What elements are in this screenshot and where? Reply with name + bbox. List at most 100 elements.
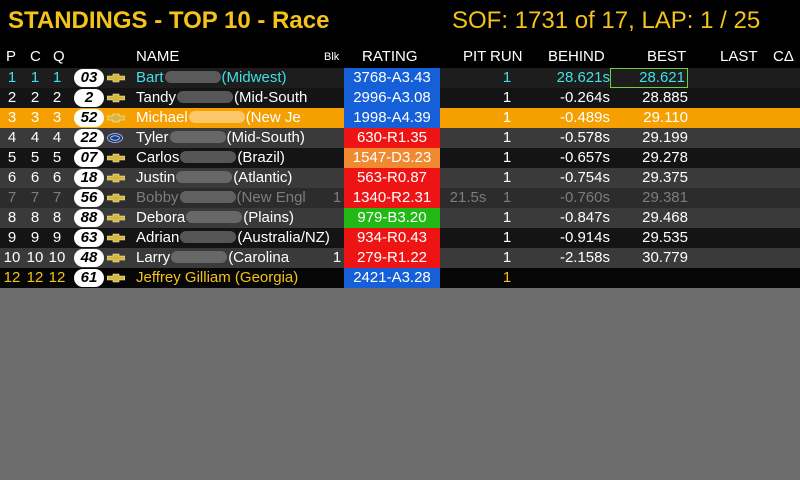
driver-region: (Carolina (228, 249, 290, 266)
best-lap-cell: 29.199 (642, 129, 688, 146)
qualify-position-cell: 7 (52, 189, 62, 206)
car-number-badge: 22 (74, 129, 104, 147)
car-number-badge: 07 (74, 149, 104, 167)
behind-cell: -0.847s (559, 209, 610, 226)
position-cell: 1 (7, 69, 17, 86)
table-row[interactable]: 6 6 6 18 Justin (Atlantic) 563-R0.87 1 -0.754s 29… (0, 168, 800, 188)
driver-first-name: Bart (136, 69, 164, 86)
class-delta-cell (764, 208, 800, 228)
run-cell: 1 (502, 249, 512, 266)
chevy-icon (107, 208, 129, 228)
rating-badge: 1340-R2.31 (344, 188, 440, 208)
chevy-icon (107, 168, 129, 188)
behind-cell: -2.158s (559, 249, 610, 266)
table-row[interactable]: 10 10 10 48 Larry (Carolina 1 279-R1.22 1 -2.158s… (0, 248, 800, 268)
driver-first-name: Bobby (136, 189, 179, 206)
class-position-cell: 10 (26, 249, 44, 266)
best-lap-cell: 29.278 (642, 149, 688, 166)
qualify-position-cell: 5 (52, 149, 62, 166)
table-row[interactable]: 1 1 1 03 Bart (Midwest) 3768-A3.43 1 28.621s 28.6… (0, 68, 800, 88)
table-row[interactable]: 12 12 12 61 Jeffrey Gilliam (Georgia) 2421-A3… (0, 268, 800, 288)
run-cell: 1 (502, 89, 512, 106)
table-row[interactable]: 7 7 7 56 Bobby (New Engl 1 1340-R2.31 21.5s 1 -0.7… (0, 188, 800, 208)
qualify-position-cell: 3 (52, 109, 62, 126)
last-lap-cell (692, 188, 762, 208)
chevy-icon (107, 88, 129, 108)
behind-cell: -0.578s (559, 129, 610, 146)
session-info: SOF: 1731 of 17, LAP: 1 / 25 (452, 7, 761, 34)
rating-badge: 1998-A4.39 (344, 108, 440, 128)
driver-region: (Mid-South (234, 89, 308, 106)
qualify-position-cell: 6 (52, 169, 62, 186)
class-position-cell: 1 (30, 69, 40, 86)
car-number-badge: 63 (74, 229, 104, 247)
pit-time-cell (445, 88, 491, 108)
header-bar: STANDINGS - TOP 10 - Race SOF: 1731 of 1… (0, 0, 800, 46)
pit-time-cell (445, 208, 491, 228)
redacted-surname (169, 131, 226, 143)
driver-name-cell: Carlos (Brazil) (136, 148, 336, 168)
last-lap-cell (692, 68, 762, 88)
driver-name-cell: Tandy (Mid-South (136, 88, 336, 108)
table-row[interactable]: 3 3 3 52 Michael (New Je 1998-A4.39 1 -0.489s 29.… (0, 108, 800, 128)
col-position: P (6, 48, 17, 65)
driver-name-cell: Michael (New Je (136, 108, 336, 128)
behind-cell: -0.760s (559, 189, 610, 206)
pit-time-cell (445, 128, 491, 148)
class-delta-cell (764, 148, 800, 168)
table-row[interactable]: 9 9 9 63 Adrian (Australia/NZ) 934-R0.43 1 -0.91… (0, 228, 800, 248)
chevy-icon (107, 68, 129, 88)
last-lap-cell (692, 128, 762, 148)
best-lap-cell: 29.375 (642, 169, 688, 186)
driver-region: (New Engl (236, 189, 306, 206)
last-lap-cell (692, 228, 762, 248)
driver-region: (Brazil) (237, 149, 285, 166)
rating-badge: 934-R0.43 (344, 228, 440, 248)
best-lap-cell: 29.381 (642, 189, 688, 206)
last-lap-cell (692, 168, 762, 188)
position-cell: 2 (7, 89, 17, 106)
class-position-cell: 12 (26, 269, 44, 286)
driver-name-cell: Jeffrey Gilliam (Georgia) (136, 268, 336, 288)
table-row[interactable]: 2 2 2 2 Tandy (Mid-South 2996-A3.08 1 -0.264s 28.… (0, 88, 800, 108)
position-cell: 9 (7, 229, 17, 246)
chevy-icon (107, 108, 129, 128)
chevy-icon (107, 188, 129, 208)
class-position-cell: 8 (30, 209, 40, 226)
chevy-icon (107, 268, 129, 288)
driver-name-cell: Bobby (New Engl (136, 188, 336, 208)
car-number-badge: 88 (74, 209, 104, 227)
last-lap-cell (692, 268, 762, 288)
table-row[interactable]: 4 4 4 22 Tyler (Mid-South) 630-R1.35 1 -0.578s 29… (0, 128, 800, 148)
col-blk: Blk (324, 51, 340, 63)
driver-name-cell: Debora (Plains) (136, 208, 336, 228)
behind-cell: -0.657s (559, 149, 610, 166)
run-cell: 1 (502, 229, 512, 246)
position-cell: 12 (3, 269, 21, 286)
best-lap-cell: 28.621 (610, 68, 688, 88)
pit-time-cell (445, 148, 491, 168)
position-cell: 10 (3, 249, 21, 266)
class-position-cell: 7 (30, 189, 40, 206)
best-lap-cell: 28.885 (642, 89, 688, 106)
driver-name: Jeffrey Gilliam (Georgia) (136, 269, 299, 286)
qualify-position-cell: 8 (52, 209, 62, 226)
driver-first-name: Carlos (136, 149, 180, 166)
class-position-cell: 4 (30, 129, 40, 146)
car-number-badge: 2 (74, 89, 104, 107)
class-delta-cell (764, 108, 800, 128)
driver-name-cell: Tyler (Mid-South) (136, 128, 336, 148)
class-position-cell: 9 (30, 229, 40, 246)
rating-badge: 1547-D3.23 (344, 148, 440, 168)
pit-time-cell (445, 108, 491, 128)
table-row[interactable]: 5 5 5 07 Carlos (Brazil) 1547-D3.23 1 -0.657s 29.… (0, 148, 800, 168)
car-number-badge: 48 (74, 249, 104, 267)
redacted-surname (176, 171, 233, 183)
best-lap-cell: 30.779 (642, 249, 688, 266)
table-row[interactable]: 8 8 8 88 Debora (Plains) 979-B3.20 1 -0.847s 29.4… (0, 208, 800, 228)
chevy-icon (107, 148, 129, 168)
rating-badge: 3768-A3.43 (344, 68, 440, 88)
rating-badge: 630-R1.35 (344, 128, 440, 148)
class-position-cell: 6 (30, 169, 40, 186)
qualify-position-cell: 4 (52, 129, 62, 146)
